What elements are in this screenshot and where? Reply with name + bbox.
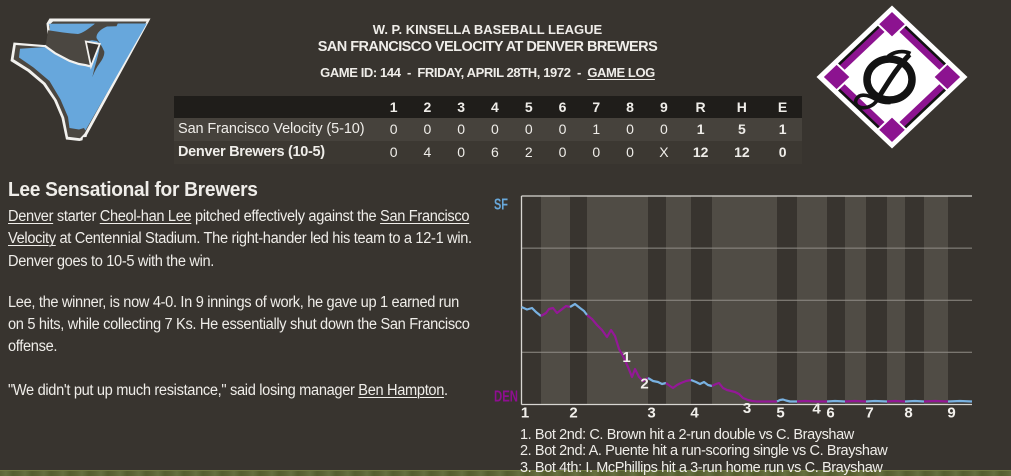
svg-text:1: 1 (622, 349, 630, 366)
svg-text:1: 1 (521, 405, 529, 422)
svg-text:6: 6 (826, 405, 834, 422)
svg-text:DEN: DEN (494, 389, 518, 406)
svg-text:4: 4 (690, 405, 699, 422)
svg-text:2: 2 (569, 405, 577, 422)
svg-text:5: 5 (776, 405, 784, 422)
svg-text:SF: SF (494, 197, 508, 214)
svg-text:3: 3 (647, 405, 655, 422)
svg-text:8: 8 (904, 405, 912, 422)
svg-text:4: 4 (812, 401, 821, 418)
svg-text:9: 9 (947, 405, 955, 422)
svg-text:7: 7 (865, 405, 873, 422)
svg-text:3: 3 (743, 400, 751, 417)
svg-text:2: 2 (640, 376, 648, 393)
